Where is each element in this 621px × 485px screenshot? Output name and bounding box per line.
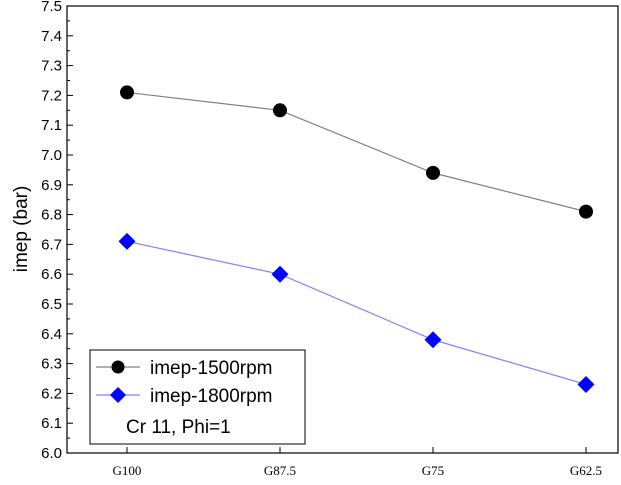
y-tick-label: 6.7: [41, 236, 62, 253]
y-axis: 6.0 6.1 6.2 6.3 6.4 6.5 6.6 6.7 6.8 6.9 7.0 7.1 7.2 7…: [41, 0, 73, 462]
data-point: [578, 376, 595, 393]
y-tick-label: 7.0: [41, 147, 62, 164]
legend-label-1800rpm: imep-1800rpm: [150, 386, 273, 407]
y-tick-label: 6.1: [41, 415, 62, 432]
y-tick-label: 6.3: [41, 356, 62, 373]
y-tick-label: 6.0: [41, 445, 62, 462]
x-axis: G100 G87.5 G75 G62.5: [113, 447, 603, 478]
x-tick-label: G87.5: [264, 463, 296, 478]
y-tick-label: 7.4: [41, 28, 62, 45]
chart-annotation: Cr 11, Phi=1: [126, 417, 231, 438]
data-point: [425, 331, 442, 348]
data-point: [273, 103, 287, 117]
legend: imep-1500rpm imep-1800rpm Cr 11, Phi=1: [90, 350, 305, 444]
y-tick-label: 7.2: [41, 87, 62, 104]
data-point: [579, 205, 593, 219]
x-tick-label: G100: [113, 463, 142, 478]
y-tick-label: 7.5: [41, 0, 62, 15]
data-point: [119, 233, 136, 250]
y-axis-title: imep (bar): [11, 186, 32, 273]
x-tick-label: G75: [422, 463, 444, 478]
series-line-0: [127, 92, 586, 211]
y-tick-label: 6.5: [41, 296, 62, 313]
data-point: [120, 85, 134, 99]
y-tick-label: 6.2: [41, 385, 62, 402]
y-tick-label: 6.4: [41, 326, 62, 343]
legend-label-1500rpm: imep-1500rpm: [150, 358, 273, 379]
y-tick-label: 7.3: [41, 58, 62, 75]
data-point: [272, 266, 289, 283]
y-tick-label: 6.9: [41, 177, 62, 194]
y-tick-label: 6.8: [41, 207, 62, 224]
data-point: [426, 166, 440, 180]
y-tick-label: 7.1: [41, 117, 62, 134]
x-tick-label: G62.5: [570, 463, 602, 478]
legend-marker-1500rpm: [112, 361, 125, 374]
y-tick-label: 6.6: [41, 266, 62, 283]
series-layer: [119, 85, 595, 393]
